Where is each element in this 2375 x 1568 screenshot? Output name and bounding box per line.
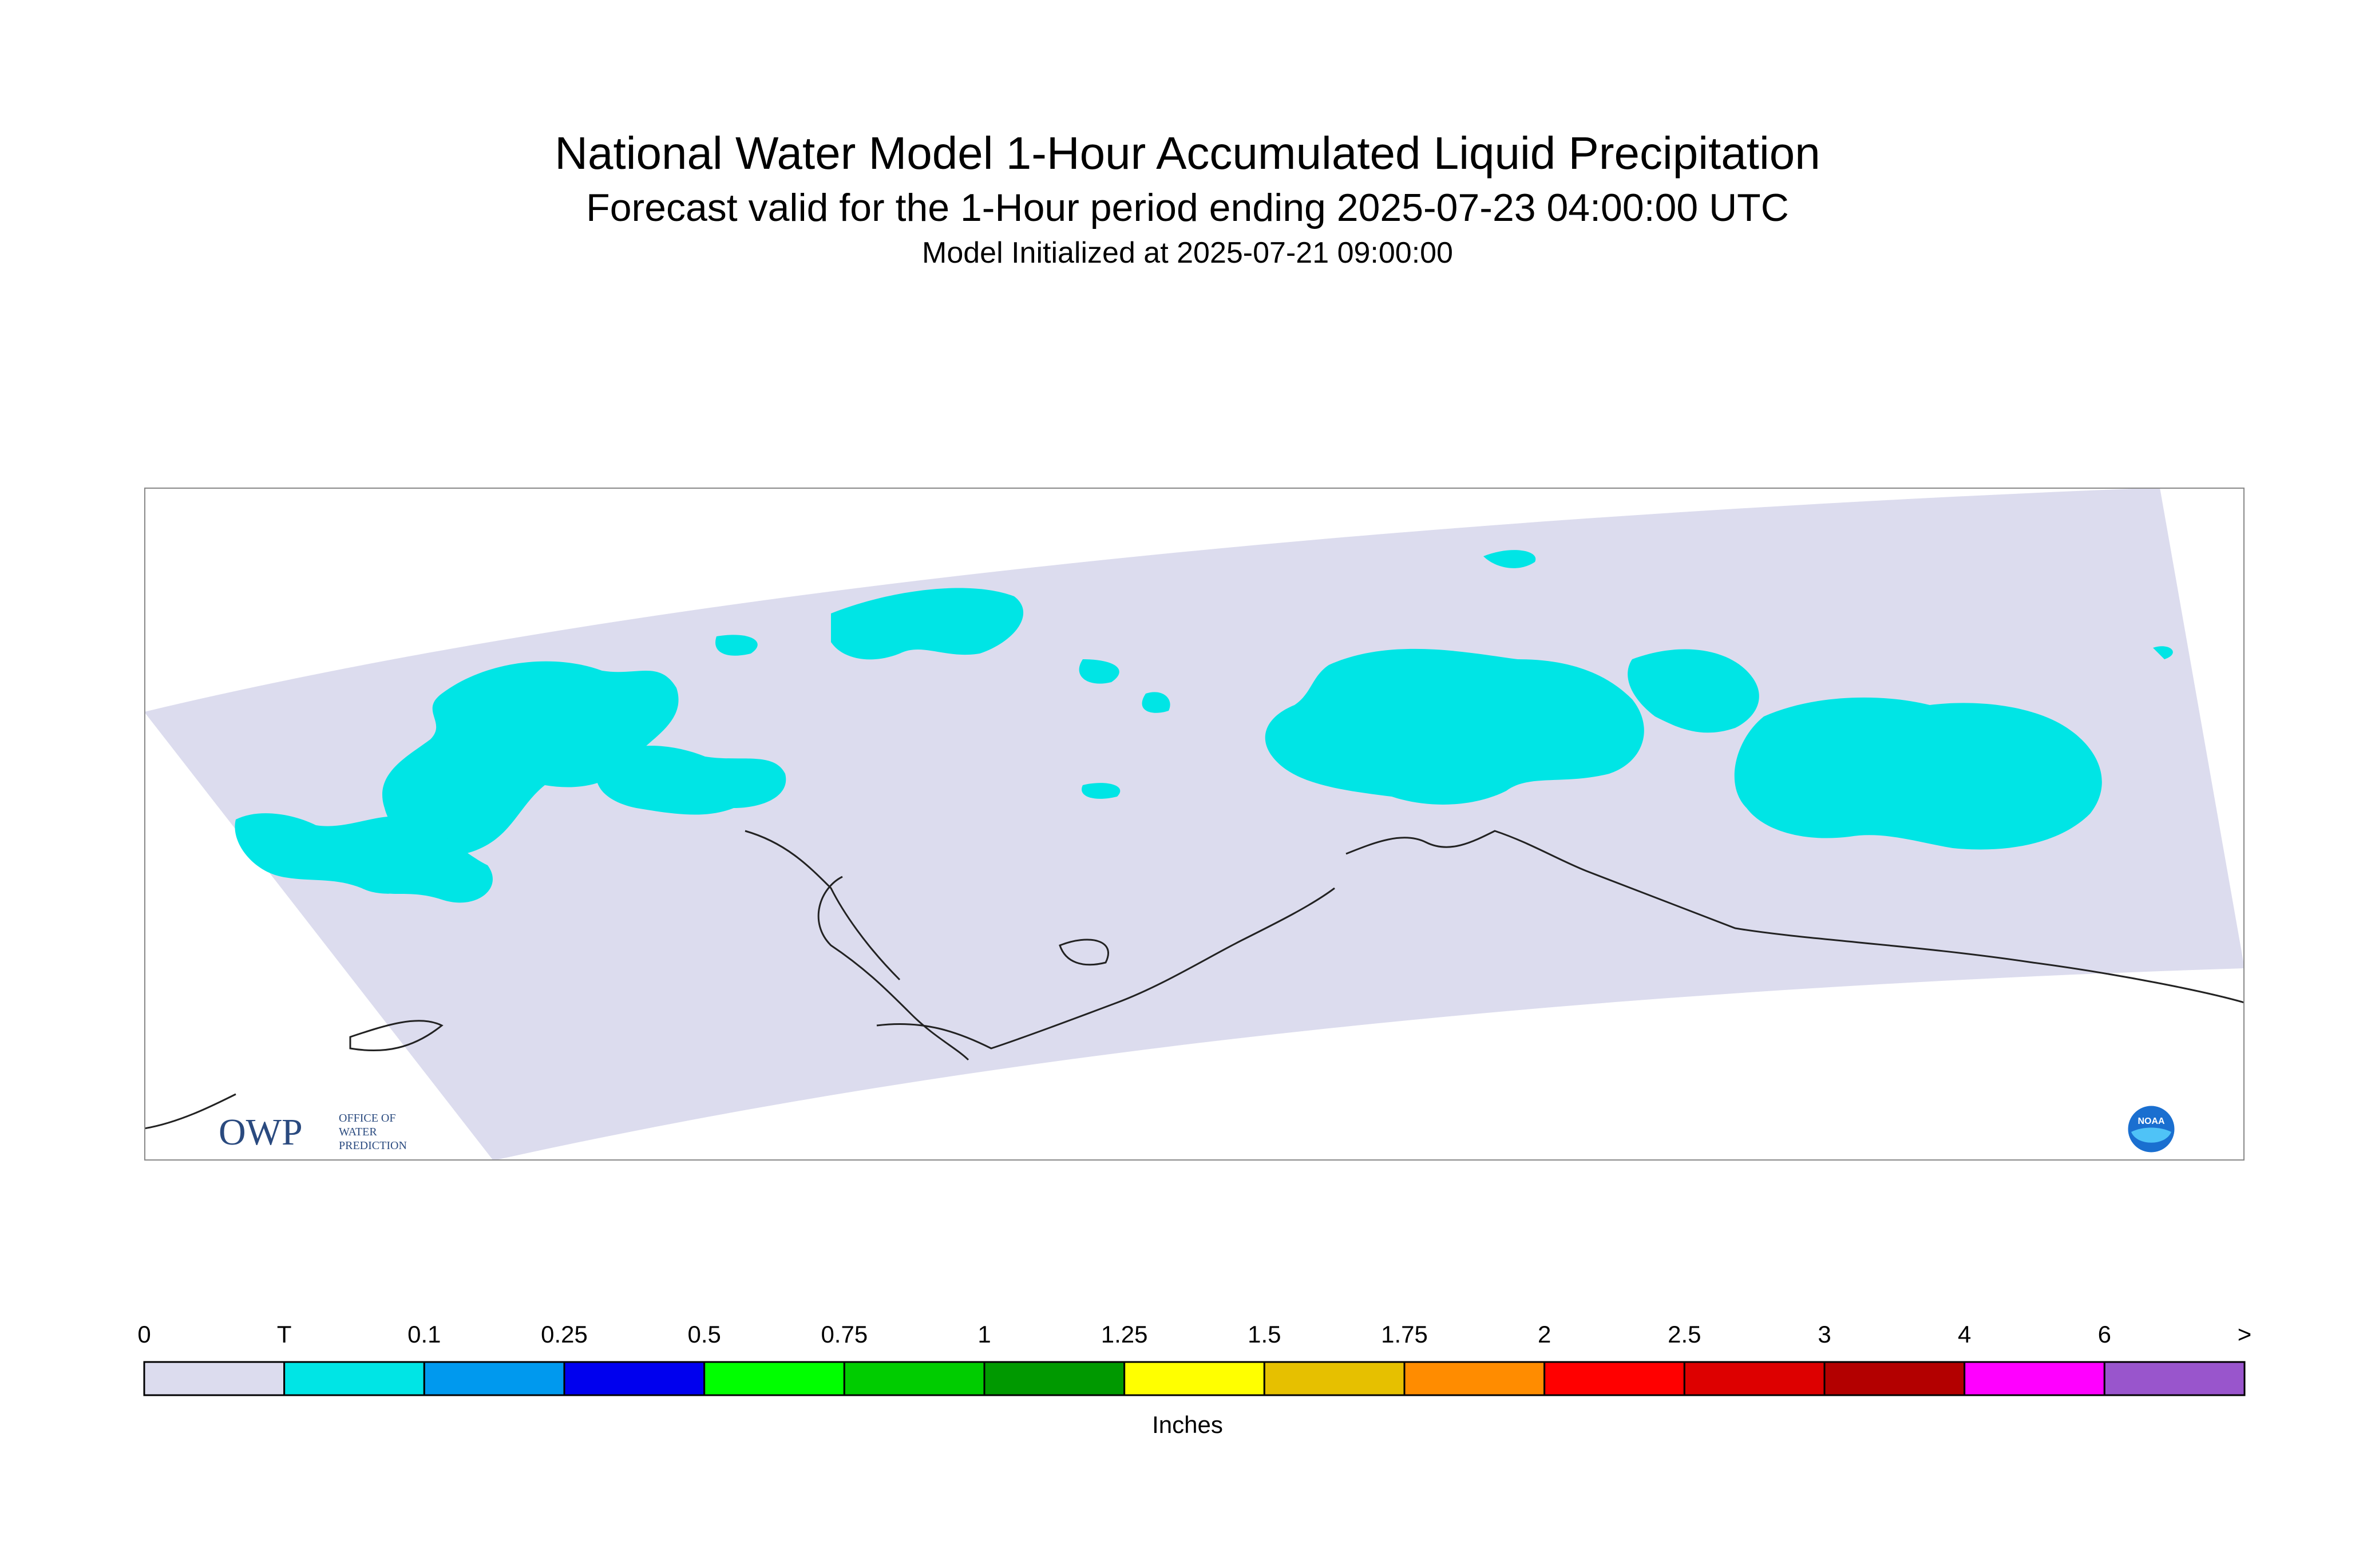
legend-tick-label: 0.25 xyxy=(541,1321,588,1348)
legend-swatch xyxy=(283,1361,425,1396)
noaa-text: NOAA xyxy=(2138,1116,2165,1126)
legend-tick-label: 1 xyxy=(977,1321,991,1348)
legend-swatch xyxy=(1123,1361,1265,1396)
legend-swatch xyxy=(983,1361,1126,1396)
legend-tick-label: T xyxy=(276,1321,292,1348)
legend-tick-label: > xyxy=(2237,1321,2252,1348)
legend-tick-label: 2.5 xyxy=(1668,1321,1701,1348)
owp-line-1: OFFICE OF xyxy=(339,1112,395,1124)
owp-line-3: PREDICTION xyxy=(339,1139,407,1152)
legend-swatch xyxy=(2103,1361,2246,1396)
owp-line-2: WATER xyxy=(339,1126,377,1138)
legend-tick-label: 1.5 xyxy=(1248,1321,1281,1348)
legend-swatch xyxy=(1823,1361,1966,1396)
legend-tick-label: 0.75 xyxy=(821,1321,868,1348)
legend-units: Inches xyxy=(1152,1411,1223,1438)
legend-swatch xyxy=(843,1361,985,1396)
legend-tick-label: 0.1 xyxy=(407,1321,441,1348)
legend-tick-label: 1.25 xyxy=(1101,1321,1148,1348)
legend-swatch xyxy=(1263,1361,1406,1396)
coastline-trace xyxy=(144,830,2245,1130)
legend-swatch xyxy=(1964,1361,2105,1396)
legend-tick-label: 2 xyxy=(1537,1321,1551,1348)
legend-tick-label: 3 xyxy=(1818,1321,1831,1348)
legend-tick-label: 0 xyxy=(137,1321,151,1348)
precip-areas-trace xyxy=(235,550,2173,903)
legend-swatch xyxy=(143,1361,286,1396)
legend-tick-label: 6 xyxy=(2097,1321,2112,1348)
legend-swatch xyxy=(1683,1361,1826,1396)
legend-tick-label: 1.75 xyxy=(1381,1321,1428,1348)
map-subtitle-valid-time: Forecast valid for the 1-Hour period end… xyxy=(586,186,1789,229)
legend-swatch xyxy=(423,1361,565,1396)
legend-swatch xyxy=(1543,1361,1685,1396)
legend-swatch xyxy=(1403,1361,1546,1396)
map-frame xyxy=(144,488,2245,1161)
legend-tick-label: 0.5 xyxy=(687,1321,721,1348)
map-title: National Water Model 1-Hour Accumulated … xyxy=(555,128,1820,179)
owp-logo: OWP OFFICE OF WATER PREDICTION xyxy=(219,1111,407,1153)
owp-letters: OWP xyxy=(219,1111,303,1153)
map-subtitle-init-time: Model Initialized at 2025-07-21 09:00:00 xyxy=(922,236,1453,270)
noaa-logo: NOAA xyxy=(2126,1104,2176,1154)
legend-swatch xyxy=(563,1361,706,1396)
legend-tick-label: 4 xyxy=(1957,1321,1972,1348)
precipitation-map xyxy=(144,488,2245,1161)
legend-swatch xyxy=(703,1361,845,1396)
